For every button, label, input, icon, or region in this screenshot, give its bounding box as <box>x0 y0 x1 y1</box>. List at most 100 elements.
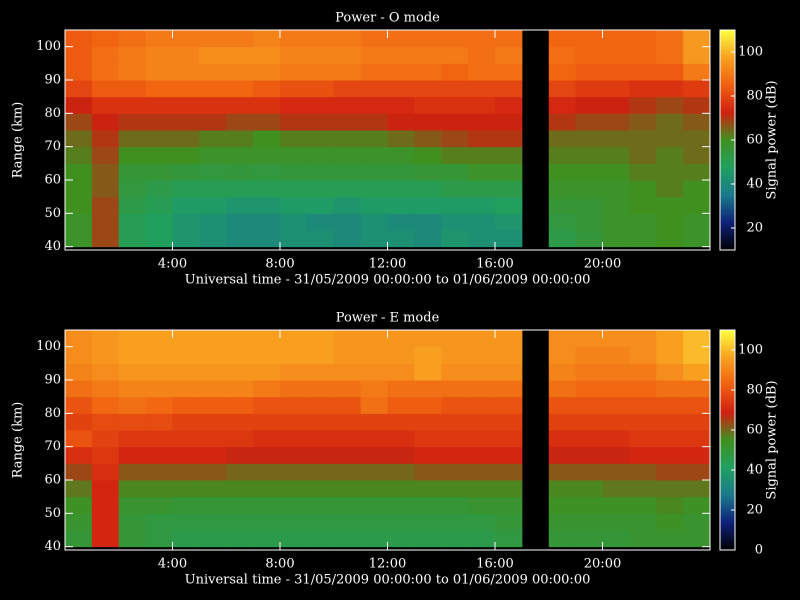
cell <box>656 213 684 231</box>
cell <box>575 413 603 431</box>
cell <box>306 113 335 131</box>
cell <box>495 530 523 548</box>
y-tick-label: 40 <box>44 239 61 254</box>
cell <box>280 430 308 448</box>
cell <box>360 413 388 431</box>
cell <box>306 163 335 181</box>
cell <box>360 180 388 198</box>
cell <box>387 463 415 481</box>
cell <box>65 330 93 348</box>
chart-title: Power - O mode <box>335 11 440 26</box>
cell <box>360 396 388 414</box>
cell <box>495 63 523 81</box>
cell <box>575 430 603 448</box>
cell <box>253 46 281 64</box>
cell <box>468 196 496 214</box>
cell <box>387 480 415 498</box>
colorbar-tick-label: 100 <box>738 45 763 60</box>
cell <box>226 213 254 231</box>
cell <box>414 230 442 248</box>
cell <box>683 496 710 514</box>
cell <box>441 30 469 48</box>
cell <box>199 113 227 131</box>
cell <box>360 463 388 481</box>
cell <box>145 380 173 398</box>
cell <box>65 496 93 514</box>
cell <box>199 180 227 198</box>
cell <box>414 46 442 64</box>
cell <box>65 96 93 114</box>
cell <box>441 446 469 464</box>
cell <box>226 346 254 364</box>
cell <box>468 230 496 248</box>
cell <box>387 46 415 64</box>
cell <box>280 513 308 531</box>
cell <box>468 330 496 348</box>
cell <box>226 196 254 214</box>
cell <box>575 230 603 248</box>
cell <box>414 413 442 431</box>
cell <box>333 96 362 114</box>
cell <box>441 146 469 164</box>
cell <box>306 30 335 48</box>
cell <box>360 530 388 548</box>
cell <box>253 63 281 81</box>
cell <box>468 163 496 181</box>
colorbar-label: Signal power (dB) <box>765 80 780 199</box>
cell <box>65 530 93 548</box>
cell <box>602 213 630 231</box>
cell <box>360 330 388 348</box>
cell <box>118 496 147 514</box>
cell <box>172 230 200 248</box>
cell <box>280 346 308 364</box>
cell <box>253 163 281 181</box>
cell <box>360 363 388 381</box>
cell <box>602 146 630 164</box>
cell <box>91 80 120 98</box>
cell <box>333 196 362 214</box>
cell <box>629 30 657 48</box>
cell <box>656 63 684 81</box>
cell <box>575 146 603 164</box>
cell <box>280 30 308 48</box>
cell <box>656 113 684 131</box>
colorbar-tick-label: 20 <box>746 503 763 518</box>
cell <box>656 530 684 548</box>
cell <box>548 496 577 514</box>
cell <box>91 96 120 114</box>
cell <box>468 413 496 431</box>
cell <box>226 46 254 64</box>
cell <box>253 96 281 114</box>
cell <box>280 46 308 64</box>
x-tick-label: 12:00 <box>369 257 406 272</box>
cell <box>548 480 577 498</box>
cell <box>333 163 362 181</box>
y-tick-label: 90 <box>44 373 61 388</box>
cell <box>280 380 308 398</box>
cell <box>226 496 254 514</box>
cell <box>387 213 415 231</box>
x-tick-label: 4:00 <box>158 557 187 572</box>
cell <box>441 463 469 481</box>
cell <box>629 346 657 364</box>
cell <box>683 230 710 248</box>
cell <box>199 413 227 431</box>
cell <box>602 496 630 514</box>
cell <box>683 146 710 164</box>
cell <box>629 330 657 348</box>
cell <box>683 213 710 231</box>
cell <box>575 463 603 481</box>
cell <box>441 380 469 398</box>
cell <box>306 63 335 81</box>
cell <box>575 80 603 98</box>
cell <box>683 113 710 131</box>
cell <box>548 230 577 248</box>
colorbar-tick-label: 60 <box>746 423 763 438</box>
cell <box>495 430 523 448</box>
cell <box>575 530 603 548</box>
cell <box>414 396 442 414</box>
cell <box>468 30 496 48</box>
cell <box>656 146 684 164</box>
cell <box>468 430 496 448</box>
